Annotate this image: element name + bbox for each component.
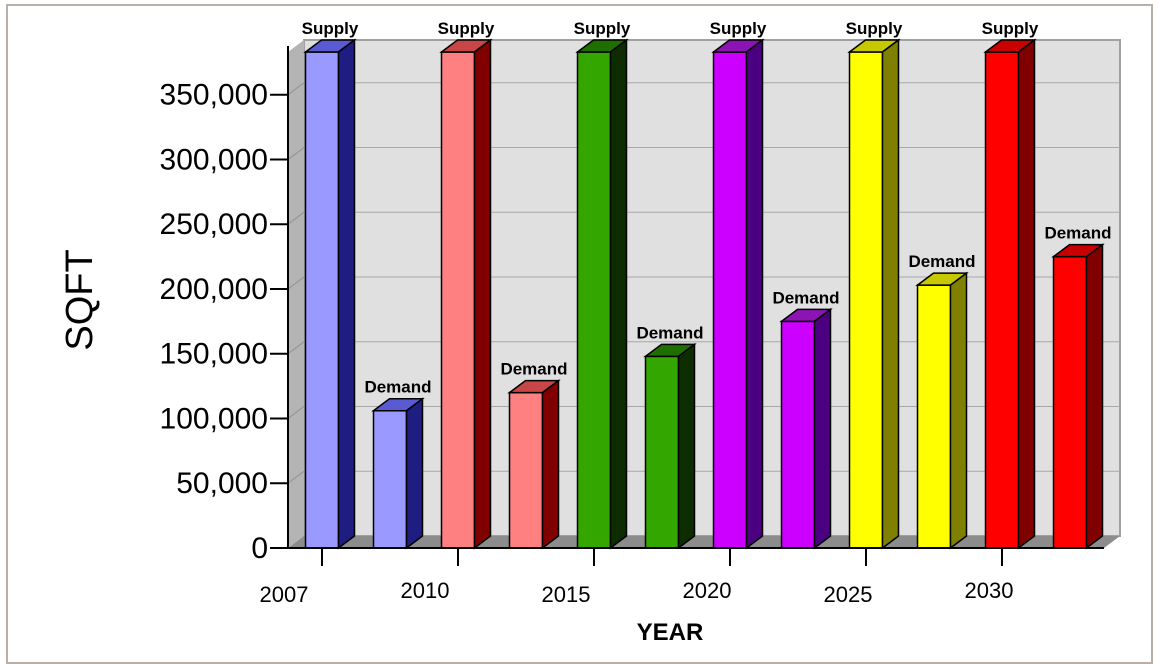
bar-label-supply: Supply: [438, 19, 495, 38]
x-axis: 2007 2010 2015 2020 2025 2030: [260, 547, 1104, 607]
bar-supply-2010: Supply: [438, 19, 495, 550]
bar-demand-2020: Demand: [772, 288, 840, 550]
bar-label-demand: Demand: [636, 323, 703, 342]
bar-supply-2007: Supply: [302, 19, 359, 550]
x-tick-label: 2025: [824, 582, 873, 607]
bar-side: [1085, 243, 1104, 550]
bar-side: [473, 38, 492, 550]
bar-front: [848, 51, 884, 549]
bar-front: [984, 51, 1020, 549]
bar-side: [405, 397, 424, 550]
bar-front: [576, 51, 612, 549]
bar-side: [677, 342, 696, 550]
bar-label-supply: Supply: [302, 19, 359, 38]
bar-supply-2015: Supply: [574, 19, 631, 550]
bar-front: [780, 320, 816, 549]
bar-label-supply: Supply: [982, 19, 1039, 38]
bar-label-demand: Demand: [908, 252, 975, 271]
x-tick-label: 2020: [683, 578, 732, 603]
bar-label-demand: Demand: [772, 288, 839, 307]
y-tick-label: 250,000: [160, 208, 268, 241]
bar-demand-2025: Demand: [908, 252, 976, 550]
gridline-side: [287, 82, 305, 96]
supply-demand-bar-chart: Supply Demand Supply Demand Supply Demand Supp…: [59, 19, 1121, 646]
bar-side: [609, 38, 628, 550]
x-axis-title: YEAR: [637, 619, 704, 646]
bar-supply-2030: Supply: [982, 19, 1039, 550]
plot-area: [288, 39, 1121, 548]
bar-label-demand: Demand: [364, 378, 431, 397]
bar-front: [1052, 255, 1088, 549]
bar-side: [1017, 38, 1036, 550]
bar-front: [916, 284, 952, 549]
bar-demand-2030: Demand: [1044, 224, 1112, 550]
bar-front: [508, 391, 544, 549]
bar-front: [644, 355, 680, 549]
y-tick-label: 100,000: [160, 402, 268, 435]
bar-side: [813, 307, 832, 550]
bar-label-demand: Demand: [500, 360, 567, 379]
y-tick-label: 0: [251, 532, 268, 565]
bar-label-supply: Supply: [846, 19, 903, 38]
bar-side: [541, 379, 560, 550]
y-tick-label: 150,000: [160, 338, 268, 371]
bars: Supply Demand Supply Demand Supply Demand Supp…: [302, 19, 1112, 550]
x-tick-label: 2015: [542, 582, 591, 607]
gridline-side: [287, 470, 305, 484]
x-tick-label: 2030: [965, 578, 1014, 603]
gridline-side: [287, 211, 305, 225]
y-axis-title: SQFT: [59, 249, 101, 350]
back-wall: [303, 39, 1121, 537]
bar-front: [712, 51, 748, 549]
bar-label-supply: Supply: [710, 19, 767, 38]
gridline-side: [287, 406, 305, 419]
bar-supply-2020: Supply: [710, 19, 767, 550]
y-tick-label: 350,000: [160, 79, 268, 112]
gridline-side: [287, 147, 305, 160]
bar-label-demand: Demand: [1044, 224, 1111, 243]
x-tick-label: 2007: [260, 582, 309, 607]
bar-demand-2007: Demand: [364, 378, 432, 550]
bar-label-supply: Supply: [574, 19, 631, 38]
bar-side: [881, 38, 900, 550]
bar-demand-2010: Demand: [500, 360, 568, 550]
bar-side: [949, 271, 968, 550]
gridline-side: [287, 341, 305, 355]
gridlines: [287, 82, 1120, 484]
bar-front: [304, 51, 340, 549]
y-tick-label: 50,000: [176, 467, 268, 500]
bar-front: [440, 51, 476, 549]
bar-side: [337, 38, 356, 550]
y-axis: 0 50,000 100,000 150,000 200,000 250,000 300,0…: [160, 46, 289, 565]
gridline-side: [287, 276, 305, 290]
floor: [288, 536, 1120, 548]
bar-side: [745, 38, 764, 550]
bar-demand-2015: Demand: [636, 323, 704, 550]
bar-front: [372, 409, 408, 549]
x-tick-label: 2010: [401, 578, 450, 603]
y-tick-label: 200,000: [160, 273, 268, 306]
side-wall: [288, 40, 304, 548]
bar-supply-2025: Supply: [846, 19, 903, 550]
y-tick-label: 300,000: [160, 143, 268, 176]
